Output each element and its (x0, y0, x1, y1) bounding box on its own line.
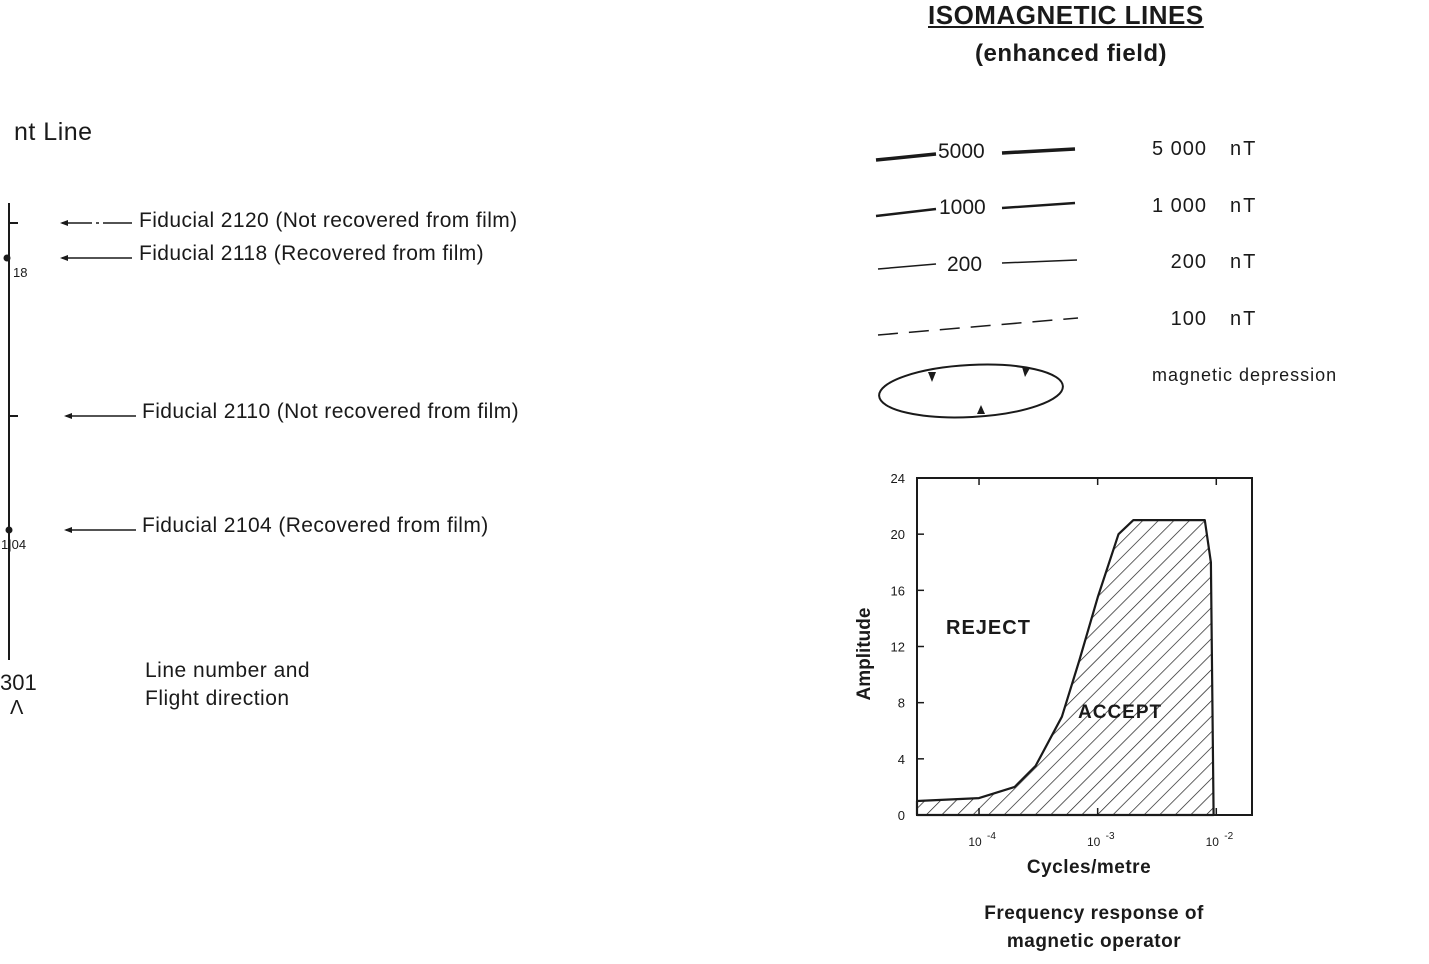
fiducial-dot-2104 (5, 526, 13, 534)
y-tick-label-20: 20 (891, 527, 905, 542)
y-tick-label-12: 12 (891, 640, 905, 655)
y-tick-label-16: 16 (891, 583, 905, 598)
arrow-head-2104 (64, 527, 72, 533)
y-tick-label-24: 24 (891, 471, 905, 486)
y-axis-label: Amplitude (854, 608, 875, 701)
x-tick-label-exp-1: -3 (1106, 831, 1115, 842)
fiducial-tick-label-18: 18 (13, 265, 28, 280)
contour-100-line (877, 317, 1079, 336)
fiducial-label-2118: Fiducial 2118 (Recovered from film) (139, 242, 485, 265)
x-axis-label: Cycles/metre (1027, 857, 1151, 878)
arrow-head-2118 (60, 255, 68, 261)
y-tick-label-4: 4 (898, 752, 905, 767)
x-tick-label-exp-2: -2 (1224, 831, 1233, 842)
contour-label-5000: 5000 (938, 140, 985, 163)
contour-unit-200: nT (1230, 251, 1258, 273)
contour-value-1000: 1 000 (1151, 195, 1207, 217)
magnetic-depression-symbol (878, 363, 1064, 419)
contour-value-200: 200 (1170, 251, 1207, 273)
fiducial-label-2120: Fiducial 2120 (Not recovered from film) (139, 209, 518, 232)
fiducial-dot-2118 (3, 254, 11, 262)
x-tick-label-exp-0: -4 (987, 831, 996, 842)
arrow-head-2110 (64, 413, 72, 419)
contour-value-100: 100 (1170, 308, 1207, 330)
line-number-caption-1: Line number and (145, 659, 311, 682)
fiducial-label-2110: Fiducial 2110 (Not recovered from film) (142, 400, 519, 423)
contour-samples (875, 147, 1079, 419)
y-tick-label-0: 0 (898, 808, 905, 823)
contour-label-1000: 1000 (939, 196, 986, 219)
accept-label: ACCEPT (1078, 702, 1162, 723)
chart-title-line-1: Frequency response of (984, 903, 1204, 924)
contour-unit-1000: nT (1230, 195, 1258, 217)
contour-unit-100: nT (1230, 308, 1258, 330)
y-tick-label-8: 8 (898, 696, 905, 711)
fiducial-tick-label-104: 1|04 (1, 537, 27, 552)
isomagnetic-subtitle: (enhanced field) (975, 40, 1168, 67)
arrow-head-2120 (60, 220, 68, 226)
flight-line-diagram (3, 203, 136, 660)
contour-200-line (877, 263, 937, 270)
contour-1000-line (875, 207, 937, 218)
isomagnetic-title: ISOMAGNETIC LINES (928, 0, 1204, 30)
contour-5000-line (875, 152, 937, 162)
x-tick-label-2: 10 (1206, 835, 1220, 849)
x-tick-label-1: 10 (1087, 835, 1101, 849)
x-tick-label-0: 10 (968, 835, 982, 849)
contour-label-200: 200 (947, 253, 983, 276)
flight-direction-arrow: Λ (10, 697, 24, 719)
flight-line-title: nt Line (14, 118, 93, 146)
frequency-response-chart: 0 4 8 12 16 20 24 10 -4 10 -3 10 -2 REJECT ACCEPT Ampl… (854, 471, 1253, 952)
line-number: 301 (0, 670, 37, 695)
contour-unit-5000: nT (1230, 138, 1258, 160)
chart-title-line-2: magnetic operator (1007, 931, 1181, 952)
accept-region (915, 519, 1215, 817)
contour-value-5000: 5 000 (1151, 138, 1207, 160)
line-number-caption-2: Flight direction (145, 687, 290, 710)
reject-label: REJECT (946, 617, 1031, 639)
fiducial-label-2104: Fiducial 2104 (Recovered from film) (142, 514, 489, 537)
magnetic-depression-label: magnetic depression (1152, 365, 1338, 385)
